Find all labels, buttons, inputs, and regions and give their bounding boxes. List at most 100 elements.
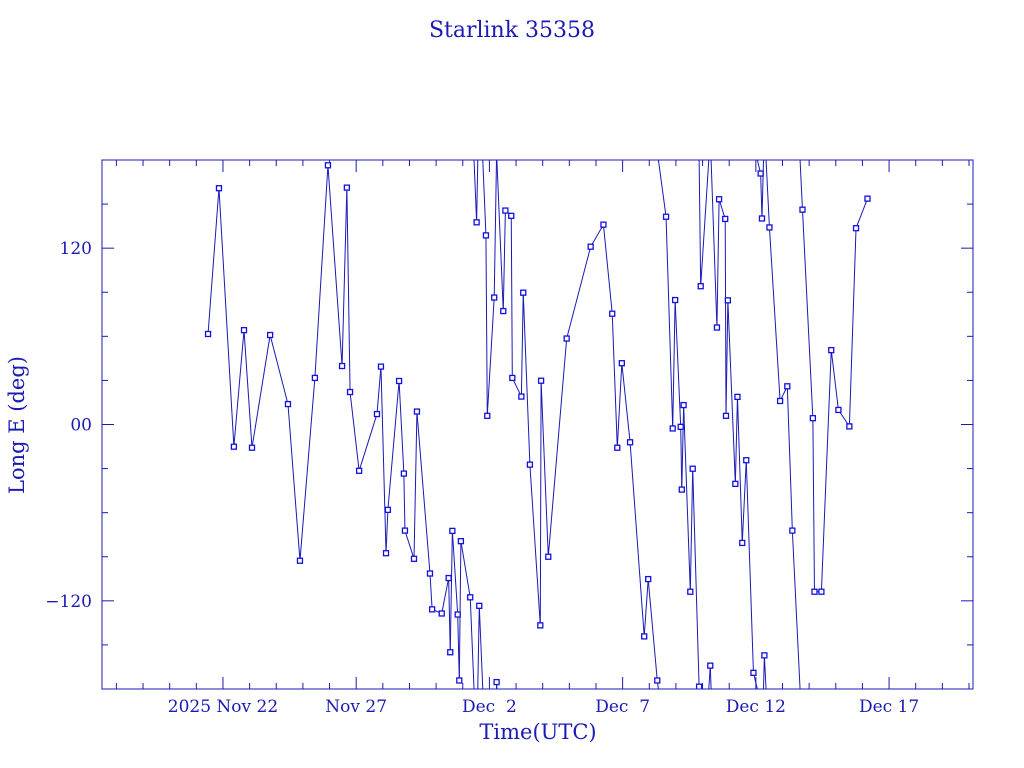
data-point [355,467,363,474]
series-segment [218,188,235,447]
series-segment [327,165,343,367]
data-point [707,662,714,669]
series-segment [700,160,710,287]
data-point [669,425,676,432]
data-point [410,555,418,562]
data-point [695,683,703,689]
series-segment [441,577,450,614]
data-point [384,506,392,514]
data-point [715,196,723,203]
series-segment [251,334,271,448]
series-segment [314,165,329,378]
series-segment [547,338,568,557]
data-point [587,243,594,250]
data-point [828,346,835,354]
series-segment [745,460,754,673]
series-segment [674,300,682,427]
data-point [724,297,732,304]
y-tick-label: 00 [70,416,92,436]
data-point [266,331,274,339]
data-point [215,185,223,192]
series-segment [460,541,471,598]
series-segment [510,215,513,378]
series-segment [502,210,506,312]
x-tick-label: Dec 2 [462,697,517,717]
data-point [502,207,509,214]
series-segment [681,405,685,490]
series-segment [539,380,542,626]
data-point [240,327,248,334]
data-point [761,652,768,659]
series-segment [718,199,726,220]
data-point [445,574,452,582]
data-point [687,588,694,595]
data-point [784,383,791,390]
data-point [689,465,696,472]
data-point [609,310,616,317]
series-segment [812,418,815,592]
series-segment [458,541,462,681]
data-point [600,221,607,228]
series-segment [376,366,382,415]
data-point [626,439,634,446]
series-segment [520,292,524,397]
series-segment [698,160,702,287]
series-segment [709,665,712,689]
series-segment [449,530,453,653]
data-point [677,423,684,431]
data-point [426,570,434,577]
series-segment [629,442,645,637]
x-tick-label: Dec 12 [726,697,786,717]
series-segment [683,405,691,592]
data-point [563,335,570,342]
data-point [662,213,670,220]
series-segment [476,160,479,223]
data-point [641,633,648,640]
series-segment [689,468,694,592]
series-segment [341,187,348,367]
series-segment [477,605,480,689]
axis-ticks [102,160,973,689]
data-point [537,377,545,384]
series-segment [657,160,667,217]
series-segment [451,530,459,615]
series-segment [522,292,531,465]
data-point [377,363,385,370]
series-segment [299,377,316,561]
data-point [789,527,796,534]
data-point [413,408,421,415]
x-tick-label: Dec 7 [595,697,650,717]
x-tick-label: Nov 27 [325,697,387,717]
data-point [500,307,507,315]
series-segment [602,224,613,314]
series-segment [621,363,631,443]
series-segment [763,655,767,689]
data-point [493,678,500,686]
data-point [818,588,825,595]
data-point [482,232,490,239]
series-segment [643,579,649,637]
series-segment [765,160,770,228]
series-segment [801,209,814,419]
data-point [346,388,354,396]
series-segment [761,160,764,219]
chart-title: Starlink 35358 [429,18,595,43]
series-segment [727,300,736,484]
data-point [484,412,491,419]
data-point [473,219,480,226]
series-segment [404,530,415,559]
data-point [776,397,784,405]
series-segment [672,300,676,429]
series-segment [385,509,389,554]
series-segment [269,334,289,405]
data-point [204,330,212,338]
data-point [454,611,461,618]
data-point [491,294,498,301]
data-point [526,461,534,468]
series-segment [469,597,475,689]
data-point [456,677,463,684]
series-segment [358,413,378,471]
series-segment [478,605,484,689]
data-point [757,170,764,177]
series-segment [566,246,592,339]
